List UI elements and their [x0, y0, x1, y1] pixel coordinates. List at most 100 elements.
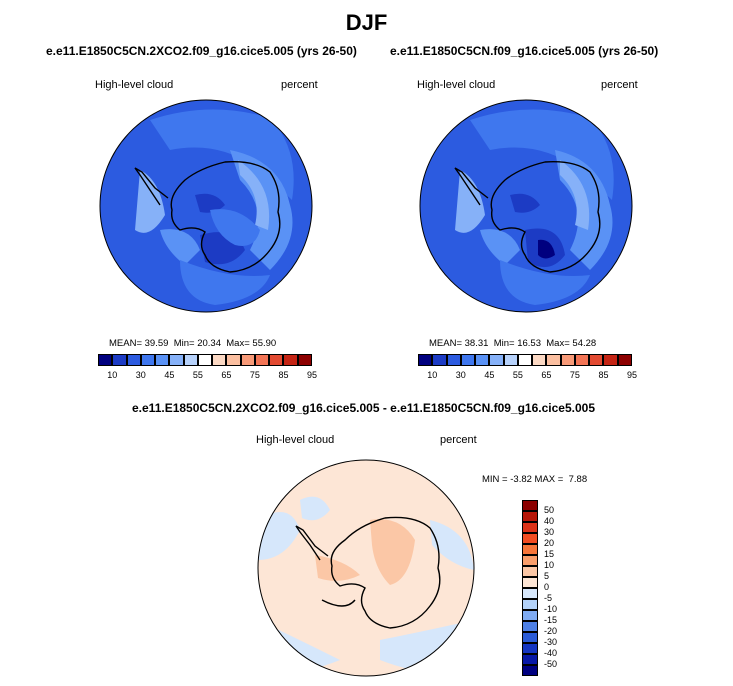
diff-colorbar-ticks: 50 40 30 20 15 10 5 0 -5 -10 -15 -20 -30 -40 -50 — [544, 500, 574, 676]
colorbar-swatch — [446, 354, 461, 366]
panel2-colorbar — [418, 354, 632, 366]
colorbar-swatch — [432, 354, 447, 366]
diff-variable-label: High-level cloud — [256, 434, 335, 446]
colorbar-swatch — [522, 665, 538, 676]
colorbar-tick-label: 95 — [306, 370, 318, 380]
colorbar-swatch — [155, 354, 170, 366]
colorbar-tick-label: 10 — [427, 370, 438, 380]
colorbar-tick-label: 15 — [544, 549, 555, 559]
colorbar-tick-label: 10 — [107, 370, 118, 380]
colorbar-swatch — [197, 354, 213, 366]
colorbar-swatch — [522, 544, 538, 555]
colorbar-swatch — [522, 522, 538, 533]
colorbar-tick-label: 20 — [544, 538, 555, 548]
colorbar-swatch — [503, 354, 518, 366]
colorbar-swatch — [98, 354, 113, 366]
colorbar-swatch — [522, 643, 538, 654]
colorbar-swatch — [522, 599, 538, 610]
colorbar-swatch — [522, 621, 538, 632]
panel1-case-title: e.e11.E1850C5CN.2XCO2.f09_g16.cice5.005 … — [46, 44, 357, 58]
panel1-coastline — [134, 161, 281, 273]
diff-units-label: percent — [440, 434, 477, 446]
colorbar-swatch — [522, 511, 538, 522]
colorbar-tick-label: 65 — [541, 370, 552, 380]
colorbar-swatch — [603, 354, 618, 366]
colorbar-swatch — [522, 654, 538, 665]
colorbar-swatch — [560, 354, 575, 366]
panel2-variable-label: High-level cloud — [417, 79, 496, 91]
colorbar-swatch — [460, 354, 476, 366]
panel1-map-border — [99, 99, 313, 313]
colorbar-tick-label: 10 — [544, 560, 555, 570]
colorbar-tick-label: -30 — [544, 637, 558, 647]
colorbar-tick-label: -5 — [544, 593, 553, 603]
colorbar-tick-label: 30 — [544, 527, 555, 537]
colorbar-swatch — [522, 533, 538, 544]
colorbar-swatch — [522, 610, 538, 621]
colorbar-tick-label: 40 — [544, 516, 555, 526]
colorbar-tick-label: 65 — [221, 370, 232, 380]
colorbar-swatch — [140, 354, 156, 366]
panel1-units-label: percent — [281, 79, 318, 91]
colorbar-swatch — [269, 354, 284, 366]
colorbar-swatch — [517, 354, 533, 366]
diff-case-title: e.e11.E1850C5CN.2XCO2.f09_g16.cice5.005 … — [132, 401, 595, 415]
panel2-stats: MEAN= 38.31 Min= 16.53 Max= 54.28 — [429, 338, 597, 349]
colorbar-tick-label: 0 — [544, 582, 550, 592]
panel2-colorbar-ticks: 10 30 45 55 65 75 85 95 — [418, 370, 637, 382]
panel2-case-title: e.e11.E1850C5CN.f09_g16.cice5.005 (yrs 2… — [390, 44, 659, 58]
colorbar-tick-label: 95 — [626, 370, 638, 380]
colorbar-tick-label: 55 — [192, 370, 203, 380]
colorbar-swatch — [522, 632, 538, 643]
panel1-colorbar-ticks: 10 30 45 55 65 75 85 95 — [98, 370, 317, 382]
figure-title: DJF — [345, 10, 388, 35]
colorbar-swatch — [169, 354, 184, 366]
panel2-map-border — [419, 99, 633, 313]
colorbar-tick-label: 85 — [598, 370, 609, 380]
panel2-coastline — [454, 161, 601, 273]
colorbar-swatch — [283, 354, 298, 366]
colorbar-swatch — [589, 354, 604, 366]
colorbar-swatch — [617, 354, 632, 366]
colorbar-tick-label: 30 — [135, 370, 146, 380]
colorbar-swatch — [418, 354, 433, 366]
panel1-colorbar — [98, 354, 312, 366]
colorbar-tick-label: 5 — [544, 571, 550, 581]
colorbar-tick-label: 45 — [484, 370, 495, 380]
colorbar-swatch — [546, 354, 561, 366]
colorbar-tick-label: 45 — [164, 370, 175, 380]
diff-polar-map — [258, 460, 474, 676]
colorbar-swatch — [226, 354, 241, 366]
colorbar-tick-label: 85 — [278, 370, 289, 380]
diff-coastline — [295, 516, 441, 629]
panel2-units-label: percent — [601, 79, 638, 91]
colorbar-swatch — [475, 354, 490, 366]
panel1-stats: MEAN= 39.59 Min= 20.34 Max= 55.90 — [109, 338, 277, 349]
colorbar-tick-label: 50 — [544, 505, 555, 515]
colorbar-swatch — [532, 354, 547, 366]
colorbar-tick-label: -50 — [544, 659, 558, 669]
colorbar-swatch — [522, 500, 538, 511]
colorbar-tick-label: 75 — [249, 370, 260, 380]
colorbar-tick-label: -10 — [544, 604, 558, 614]
colorbar-swatch — [240, 354, 255, 366]
colorbar-swatch — [574, 354, 590, 366]
colorbar-swatch — [183, 354, 198, 366]
colorbar-swatch — [522, 555, 538, 566]
colorbar-swatch — [522, 566, 538, 577]
colorbar-tick-label: -20 — [544, 626, 558, 636]
colorbar-swatch — [522, 577, 538, 588]
colorbar-swatch — [297, 354, 312, 366]
colorbar-tick-label: 30 — [455, 370, 466, 380]
diff-colorbar — [522, 500, 538, 676]
diff-min-max: MIN = -3.82 MAX = 7.88 — [482, 474, 588, 485]
colorbar-swatch — [212, 354, 227, 366]
colorbar-tick-label: 55 — [512, 370, 523, 380]
colorbar-tick-label: -40 — [544, 648, 558, 658]
colorbar-tick-label: -15 — [544, 615, 558, 625]
panel2-polar-map — [420, 100, 632, 312]
colorbar-swatch — [254, 354, 270, 366]
colorbar-swatch — [112, 354, 127, 366]
diff-map-border — [257, 459, 475, 677]
